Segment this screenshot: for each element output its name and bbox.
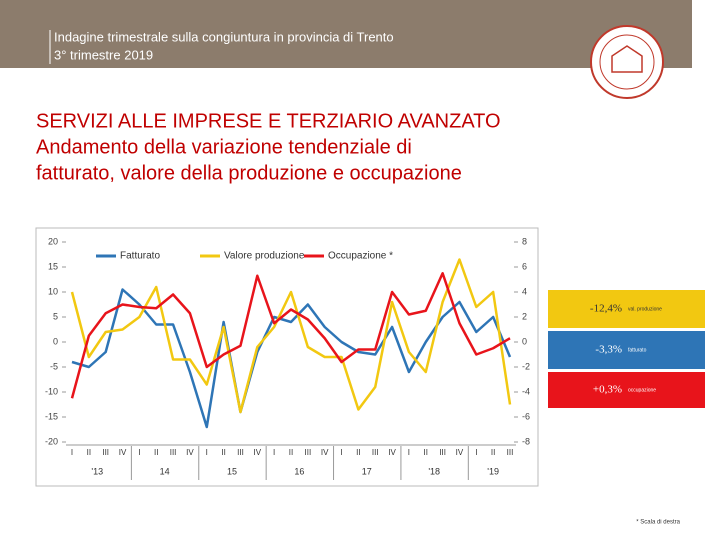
x-tick-label: III: [439, 448, 446, 457]
x-tick-label: I: [408, 448, 410, 457]
title: fatturato, valore della produzione e occ…: [36, 162, 462, 184]
y-tick-label: -5: [50, 361, 58, 371]
x-tick-label: I: [138, 448, 140, 457]
y-tick-label: 0: [53, 336, 58, 346]
x-tick-label: II: [289, 448, 293, 457]
logo-icon: [611, 45, 643, 73]
annotation-label: val. produzione: [628, 306, 662, 312]
y2-tick-label: 8: [522, 236, 527, 246]
x-tick-label: I: [340, 448, 342, 457]
year-label: 14: [160, 466, 170, 476]
title: Andamento della variazione tendenziale d…: [36, 136, 412, 158]
y2-tick-label: -6: [522, 411, 530, 421]
x-tick-label: IV: [456, 448, 464, 457]
y2-tick-label: 0: [522, 336, 527, 346]
logo: [590, 25, 664, 99]
y-tick-label: -10: [45, 386, 58, 396]
x-tick-label: II: [87, 448, 91, 457]
x-tick-label: II: [424, 448, 428, 457]
x-tick-label: III: [170, 448, 177, 457]
footnote: * Scala di destra: [636, 520, 680, 526]
x-tick-label: IV: [119, 448, 127, 457]
annotation-box: [548, 372, 705, 408]
y2-tick-label: 2: [522, 311, 527, 321]
annotation-box: [548, 331, 705, 369]
y-tick-label: 15: [48, 261, 58, 271]
y-tick-label: 10: [48, 286, 58, 296]
y2-tick-label: 4: [522, 286, 527, 296]
y2-tick-label: -2: [522, 361, 530, 371]
y-tick-label: -15: [45, 411, 58, 421]
legend-label: Valore produzione: [224, 251, 305, 262]
x-tick-label: I: [475, 448, 477, 457]
annotation-box: [548, 290, 705, 328]
x-tick-label: I: [206, 448, 208, 457]
y2-tick-label: -8: [522, 436, 530, 446]
x-tick-label: IV: [254, 448, 262, 457]
x-tick-label: III: [102, 448, 109, 457]
x-tick-label: IV: [321, 448, 329, 457]
x-tick-label: III: [305, 448, 312, 457]
header-band: [0, 0, 692, 68]
year-label: '13: [91, 466, 103, 476]
x-tick-label: IV: [186, 448, 194, 457]
x-tick-label: III: [372, 448, 379, 457]
y-tick-label: 5: [53, 311, 58, 321]
year-label: '18: [428, 466, 440, 476]
header-line: 3° trimestre 2019: [54, 47, 153, 62]
title: SERVIZI ALLE IMPRESE E TERZIARIO AVANZAT…: [36, 110, 501, 132]
header-line: Indagine trimestrale sulla congiuntura i…: [54, 29, 394, 44]
x-tick-label: II: [221, 448, 225, 457]
x-tick-label: IV: [388, 448, 396, 457]
logo-ring: [599, 34, 655, 90]
x-tick-label: III: [237, 448, 244, 457]
annotation-value: -12,4%: [590, 303, 622, 315]
annotation-value: +0,3%: [593, 384, 622, 396]
series-line: [70, 272, 511, 399]
x-tick-label: III: [507, 448, 514, 457]
x-tick-label: I: [71, 448, 73, 457]
annotation-value: -3,3%: [595, 344, 622, 356]
x-tick-label: I: [273, 448, 275, 457]
y-tick-label: 20: [48, 236, 58, 246]
year-label: 17: [362, 466, 372, 476]
year-label: 16: [294, 466, 304, 476]
year-label: 15: [227, 466, 237, 476]
y2-tick-label: -4: [522, 386, 530, 396]
legend-label: Fatturato: [120, 251, 160, 262]
year-label: '19: [487, 466, 499, 476]
y-tick-label: -20: [45, 436, 58, 446]
annotation-label: fatturato: [628, 347, 647, 353]
x-tick-label: II: [154, 448, 158, 457]
x-tick-label: II: [356, 448, 360, 457]
y2-tick-label: 6: [522, 261, 527, 271]
x-tick-label: II: [491, 448, 495, 457]
annotation-label: occupazione: [628, 387, 656, 393]
legend-label: Occupazione *: [328, 251, 393, 262]
